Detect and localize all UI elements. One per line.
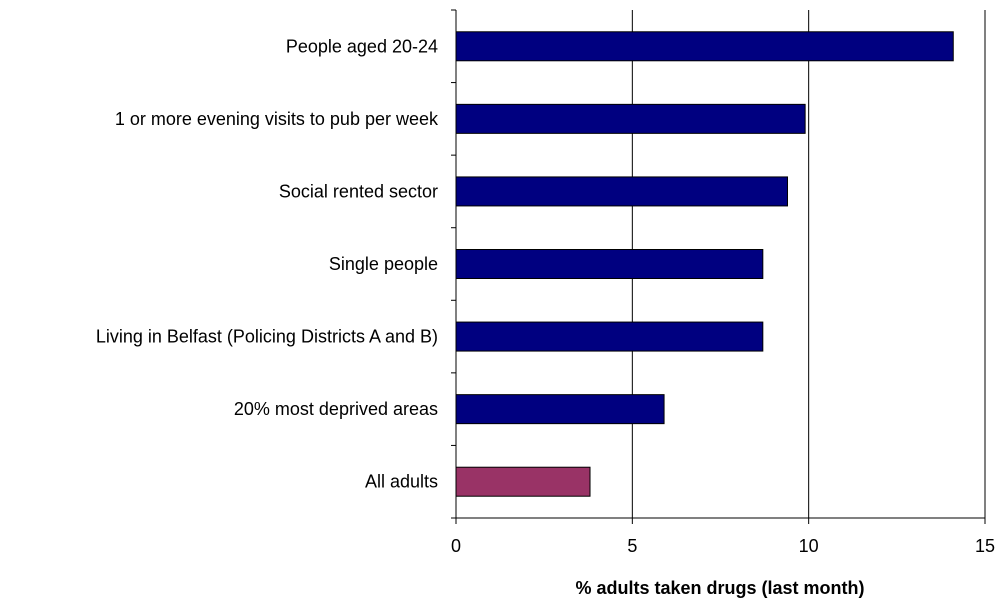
bar-5 xyxy=(455,321,764,352)
bar-2 xyxy=(455,103,806,134)
bar-6 xyxy=(455,394,665,425)
bars xyxy=(455,31,954,497)
category-labels: People aged 20-24 1 or more evening visit… xyxy=(96,36,439,491)
category-label-6: 20% most deprived areas xyxy=(234,399,438,419)
x-tick-label-5: 5 xyxy=(627,536,637,556)
bar-1 xyxy=(455,31,954,62)
x-tick-labels: 0 5 10 15 xyxy=(451,536,995,556)
category-label-1: People aged 20-24 xyxy=(286,36,438,56)
category-label-7: All adults xyxy=(365,472,438,492)
category-label-2: 1 or more evening visits to pub per week xyxy=(115,109,439,129)
category-label-3: Social rented sector xyxy=(279,181,438,201)
bar-7 xyxy=(455,466,591,497)
x-tick-label-10: 10 xyxy=(799,536,819,556)
bar-3 xyxy=(455,176,789,207)
bar-4 xyxy=(455,249,764,279)
x-tick-label-15: 15 xyxy=(975,536,995,556)
category-label-5: Living in Belfast (Policing Districts A … xyxy=(96,327,438,347)
category-label-4: Single people xyxy=(329,254,438,274)
x-tick-label-0: 0 xyxy=(451,536,461,556)
axes xyxy=(451,9,986,524)
x-axis-title: % adults taken drugs (last month) xyxy=(575,578,864,598)
